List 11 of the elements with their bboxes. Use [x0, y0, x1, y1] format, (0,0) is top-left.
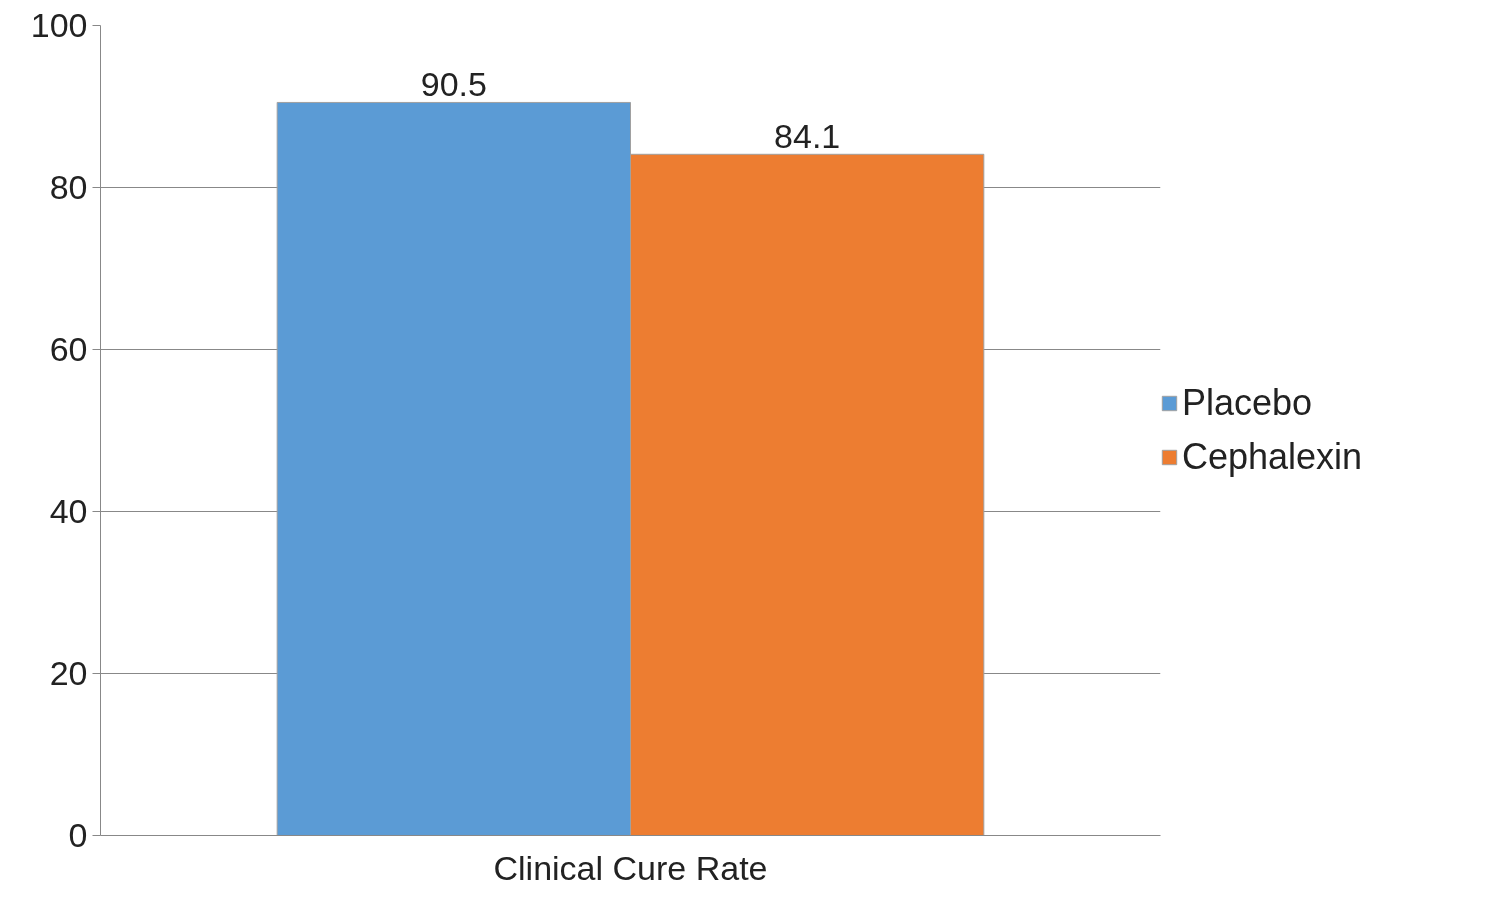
data-label: 84.1 — [774, 117, 841, 156]
y-tick-label: 20 — [49, 654, 88, 692]
x-tick-label: Clinical Cure Rate — [493, 848, 768, 887]
y-tick-label: 100 — [30, 6, 88, 44]
legend-label: Cephalexin — [1182, 436, 1363, 478]
y-tick-label: 60 — [49, 330, 88, 368]
legend-label: Placebo — [1182, 382, 1313, 424]
y-tick-label: 0 — [68, 816, 88, 854]
y-tick-label: 40 — [49, 492, 88, 530]
y-tick-label: 80 — [49, 168, 88, 206]
data-label: 90.5 — [420, 65, 487, 104]
